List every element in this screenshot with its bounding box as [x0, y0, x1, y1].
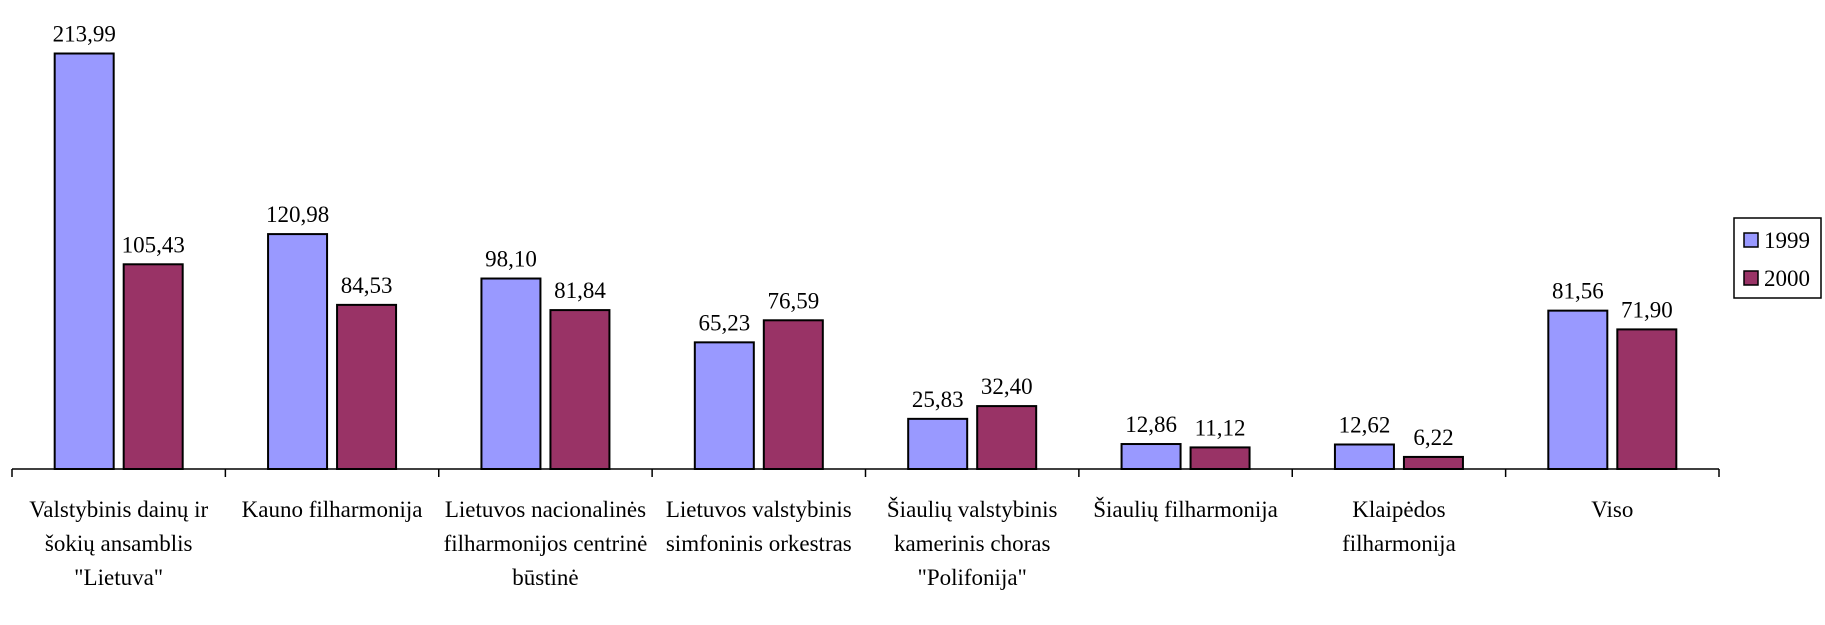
data-label: 32,40 — [981, 374, 1033, 399]
x-tick-label: Lietuvos nacionalinės filharmonijos cent… — [443, 497, 648, 590]
x-tick-label: Valstybinis dainų ir šokių ansamblis "Li… — [29, 497, 209, 590]
bar — [1120, 443, 1182, 470]
bar — [549, 309, 611, 470]
bar — [1189, 446, 1251, 470]
bar — [907, 417, 969, 470]
bar — [480, 277, 542, 470]
legend-swatch — [1743, 232, 1759, 248]
bar — [267, 233, 329, 470]
x-tick-label: Klaipėdos filharmonija — [1342, 497, 1456, 556]
bar — [336, 303, 398, 470]
data-label: 12,62 — [1339, 412, 1391, 437]
legend-label: 2000 — [1764, 266, 1810, 291]
data-label: 25,83 — [912, 387, 964, 412]
data-label: 213,99 — [53, 22, 116, 47]
x-tick-label: Viso — [1591, 497, 1634, 522]
data-label: 11,12 — [1195, 415, 1246, 440]
bar — [1616, 328, 1678, 470]
bar — [1547, 309, 1609, 470]
data-label: 105,43 — [122, 232, 185, 257]
data-label: 81,56 — [1552, 279, 1604, 304]
bar — [122, 263, 184, 470]
data-label: 71,90 — [1621, 297, 1673, 322]
legend-swatch — [1743, 270, 1759, 286]
legend-label: 1999 — [1764, 228, 1810, 253]
bar — [762, 319, 824, 470]
data-label: 84,53 — [341, 273, 393, 298]
data-label: 65,23 — [698, 310, 750, 335]
bar — [693, 341, 755, 471]
data-label: 12,86 — [1125, 412, 1177, 437]
data-label: 76,59 — [767, 288, 819, 313]
data-label: 98,10 — [485, 247, 537, 272]
x-tick-label: Šiaulių valstybinis kamerinis choras "Po… — [886, 497, 1058, 590]
data-label: 6,22 — [1413, 425, 1453, 450]
bar — [53, 52, 115, 471]
x-tick-label: Šiaulių filharmonija — [1093, 497, 1278, 522]
x-tick-label: Lietuvos valstybinis simfoninis orkestra… — [665, 497, 852, 556]
bar — [1333, 443, 1395, 470]
data-label: 120,98 — [266, 202, 329, 227]
bar — [976, 405, 1038, 470]
data-label: 81,84 — [554, 278, 606, 303]
bar — [1402, 455, 1464, 470]
x-tick-label: Kauno filharmonija — [241, 497, 423, 522]
